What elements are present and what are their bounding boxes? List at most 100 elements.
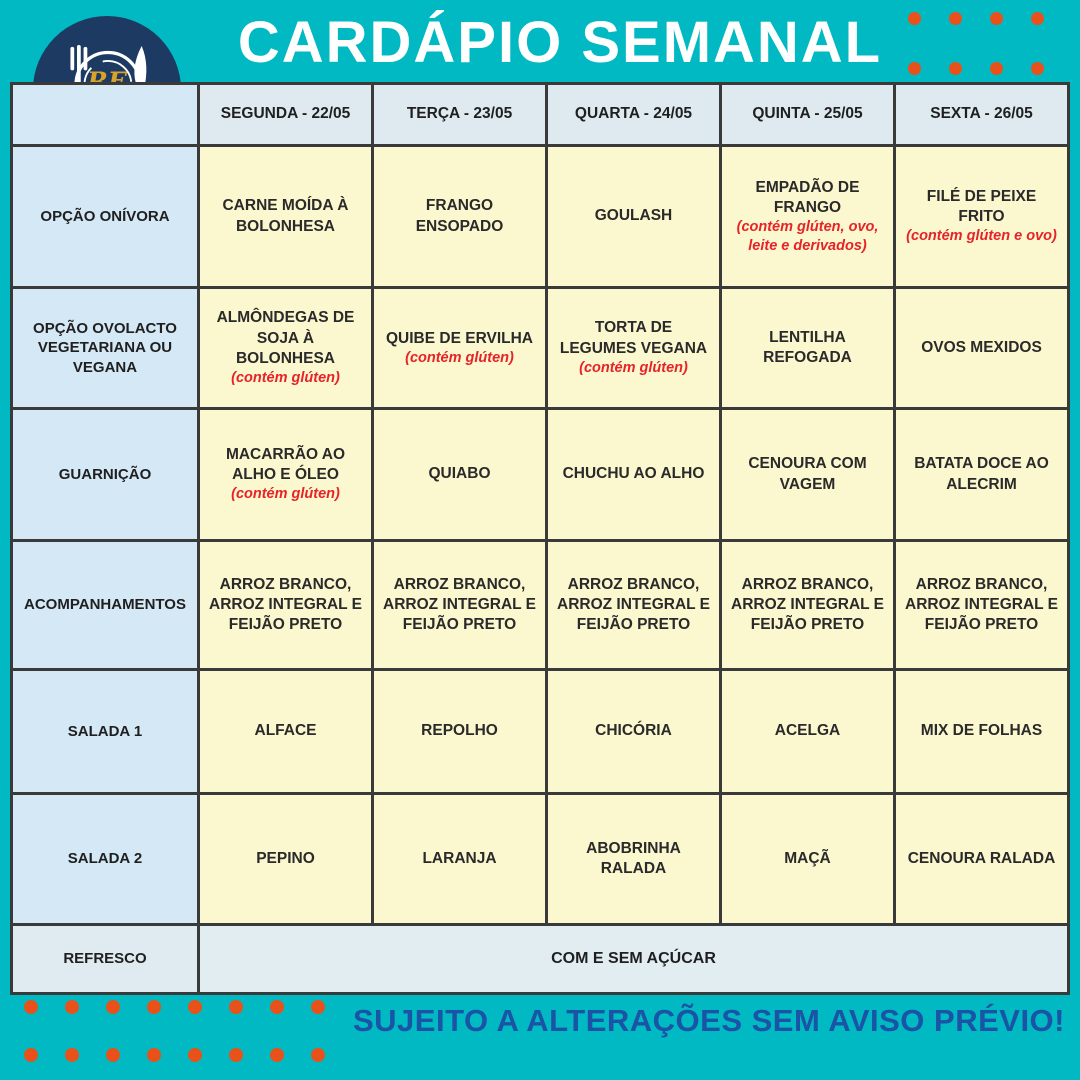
dot-icon (908, 12, 921, 25)
menu-cell: CENOURA RALADA (896, 795, 1067, 923)
page-title: CARDÁPIO SEMANAL (225, 2, 895, 82)
menu-cell: TORTA DE LEGUMES VEGANA(contém glúten) (548, 289, 719, 407)
allergen-note: (contém glúten) (231, 485, 340, 504)
dot-icon (311, 1000, 325, 1014)
allergen-note: (contém glúten) (231, 369, 340, 388)
dot-icon (1031, 12, 1044, 25)
menu-cell: CARNE MOÍDA À BOLONHESA (200, 147, 371, 286)
menu-cell: CHICÓRIA (548, 671, 719, 792)
menu-cell: LARANJA (374, 795, 545, 923)
dish-name: ACELGA (775, 721, 840, 741)
dish-name: LENTILHA REFOGADA (729, 328, 886, 368)
dot-icon (188, 1000, 202, 1014)
menu-cell: CENOURA COM VAGEM (722, 410, 893, 539)
dot-icon (949, 62, 962, 75)
row-label: GUARNIÇÃO (13, 410, 197, 539)
dot-icon (229, 1000, 243, 1014)
dish-name: CENOURA RALADA (908, 849, 1056, 869)
allergen-note: (contém glúten) (579, 359, 688, 378)
menu-cell: PEPINO (200, 795, 371, 923)
dish-name: MAÇÃ (784, 849, 831, 869)
dish-name: MACARRÃO AO ALHO E ÓLEO (207, 445, 364, 485)
dot-icon (24, 1048, 38, 1062)
dish-name: LARANJA (422, 849, 496, 869)
dot-icon (65, 1048, 79, 1062)
menu-cell: REPOLHO (374, 671, 545, 792)
dish-name: ABOBRINHA RALADA (555, 839, 712, 879)
dish-name: PEPINO (256, 849, 315, 869)
menu-cell: ARROZ BRANCO, ARROZ INTEGRAL E FEIJÃO PR… (374, 542, 545, 668)
dish-name: ARROZ BRANCO, ARROZ INTEGRAL E FEIJÃO PR… (729, 575, 886, 635)
allergen-note: (contém glúten e ovo) (906, 227, 1057, 246)
dish-name: ALFACE (255, 721, 317, 741)
dish-name: CENOURA COM VAGEM (729, 454, 886, 494)
menu-cell: ALFACE (200, 671, 371, 792)
allergen-note: (contém glúten) (405, 349, 514, 368)
dish-name: QUIBE DE ERVILHA (386, 329, 533, 349)
day-header: SEXTA - 26/05 (896, 85, 1067, 144)
menu-cell: MAÇÃ (722, 795, 893, 923)
dish-name: EMPADÃO DE FRANGO (729, 178, 886, 218)
row-label-refresco: REFRESCO (13, 926, 197, 992)
dish-name: CHUCHU AO ALHO (563, 464, 705, 484)
dot-icon (106, 1000, 120, 1014)
dot-icon (229, 1048, 243, 1062)
dish-name: OVOS MEXIDOS (921, 338, 1042, 358)
dish-name: CHICÓRIA (595, 721, 672, 741)
menu-cell: OVOS MEXIDOS (896, 289, 1067, 407)
dot-grid-bottom-left (24, 1000, 325, 1062)
dot-icon (270, 1000, 284, 1014)
dot-icon (270, 1048, 284, 1062)
menu-cell: CHUCHU AO ALHO (548, 410, 719, 539)
menu-cell: ABOBRINHA RALADA (548, 795, 719, 923)
menu-cell: ARROZ BRANCO, ARROZ INTEGRAL E FEIJÃO PR… (722, 542, 893, 668)
day-header: SEGUNDA - 22/05 (200, 85, 371, 144)
dish-name: ARROZ BRANCO, ARROZ INTEGRAL E FEIJÃO PR… (903, 575, 1060, 635)
row-label: ACOMPANHAMENTOS (13, 542, 197, 668)
allergen-note: (contém glúten, ovo, leite e derivados) (729, 218, 886, 256)
footer-note: SUJEITO A ALTERAÇÕES SEM AVISO PRÉVIO! (348, 1003, 1070, 1039)
row-label: SALADA 2 (13, 795, 197, 923)
menu-cell: GOULASH (548, 147, 719, 286)
dish-name: ARROZ BRANCO, ARROZ INTEGRAL E FEIJÃO PR… (207, 575, 364, 635)
dot-icon (990, 12, 1003, 25)
dish-name: BATATA DOCE AO ALECRIM (903, 454, 1060, 494)
dot-icon (311, 1048, 325, 1062)
dot-icon (188, 1048, 202, 1062)
menu-cell: LENTILHA REFOGADA (722, 289, 893, 407)
menu-cell: ARROZ BRANCO, ARROZ INTEGRAL E FEIJÃO PR… (896, 542, 1067, 668)
menu-cell: FRANGO ENSOPADO (374, 147, 545, 286)
dish-name: ALMÔNDEGAS DE SOJA À BOLONHESA (207, 308, 364, 368)
menu-cell: BATATA DOCE AO ALECRIM (896, 410, 1067, 539)
dish-name: FILÉ DE PEIXE FRITO (903, 187, 1060, 227)
dish-name: GOULASH (595, 206, 673, 226)
menu-cell: MIX DE FOLHAS (896, 671, 1067, 792)
dot-icon (24, 1000, 38, 1014)
day-header: QUINTA - 25/05 (722, 85, 893, 144)
dot-icon (106, 1048, 120, 1062)
menu-cell: ARROZ BRANCO, ARROZ INTEGRAL E FEIJÃO PR… (200, 542, 371, 668)
dish-name: QUIABO (429, 464, 491, 484)
dish-name: ARROZ BRANCO, ARROZ INTEGRAL E FEIJÃO PR… (381, 575, 538, 635)
menu-cell: FILÉ DE PEIXE FRITO(contém glúten e ovo) (896, 147, 1067, 286)
dish-name: TORTA DE LEGUMES VEGANA (555, 318, 712, 358)
menu-table: SEGUNDA - 22/05 TERÇA - 23/05 QUARTA - 2… (10, 82, 1070, 995)
dot-icon (147, 1048, 161, 1062)
dish-name: CARNE MOÍDA À BOLONHESA (207, 196, 364, 236)
dot-grid-top-right (908, 12, 1044, 75)
menu-cell: QUIBE DE ERVILHA(contém glúten) (374, 289, 545, 407)
dish-name: ARROZ BRANCO, ARROZ INTEGRAL E FEIJÃO PR… (555, 575, 712, 635)
menu-cell: EMPADÃO DE FRANGO(contém glúten, ovo, le… (722, 147, 893, 286)
row-label: SALADA 1 (13, 671, 197, 792)
weekly-menu-poster: CARDÁPIO SEMANAL RE Restaurante Escola U… (0, 0, 1080, 1080)
dot-icon (949, 12, 962, 25)
dish-name: MIX DE FOLHAS (921, 721, 1042, 741)
menu-cell: ALMÔNDEGAS DE SOJA À BOLONHESA(contém gl… (200, 289, 371, 407)
menu-cell: QUIABO (374, 410, 545, 539)
dish-name: FRANGO ENSOPADO (381, 196, 538, 236)
row-label: OPÇÃO ONÍVORA (13, 147, 197, 286)
menu-cell: MACARRÃO AO ALHO E ÓLEO(contém glúten) (200, 410, 371, 539)
dot-icon (147, 1000, 161, 1014)
dot-icon (65, 1000, 79, 1014)
day-header: TERÇA - 23/05 (374, 85, 545, 144)
